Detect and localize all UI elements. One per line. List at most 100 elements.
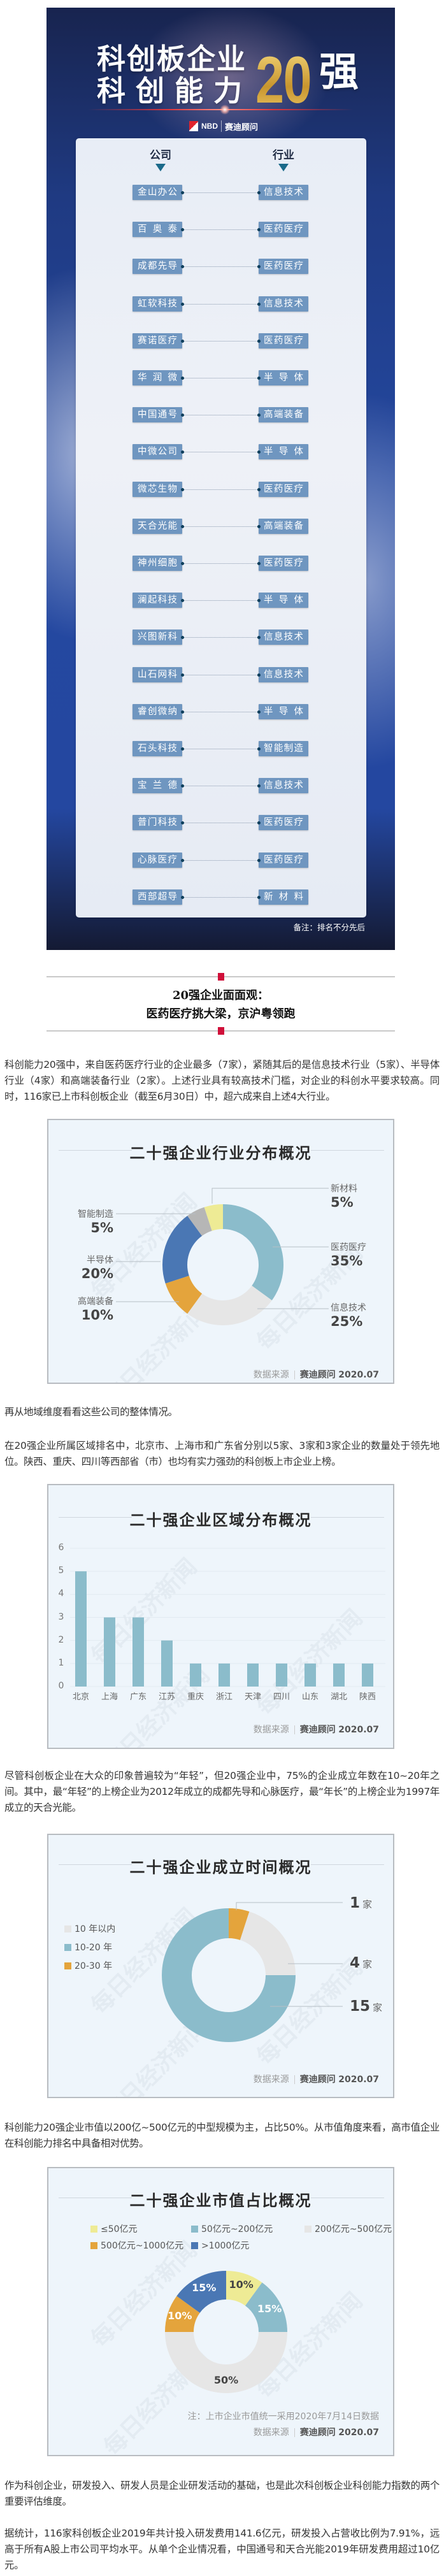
connector-dot xyxy=(257,228,261,232)
paragraph-founding: 尽管科创板企业在大众的印象普遍较为“年轻”，但20强企业中，75%的企业成立年数… xyxy=(4,1770,440,1813)
source-label: 数据来源 xyxy=(253,2428,289,2438)
chart-note: 注：上市企业市值统一采用2020年7月14日数据 xyxy=(187,2412,379,2422)
chart-source: 数据来源 赛迪顾问 2020.07 xyxy=(254,1723,379,1736)
leader-line xyxy=(236,1902,343,1910)
company-row: 百奥泰 医药医疗 xyxy=(76,222,366,238)
connector-line xyxy=(184,229,259,231)
industry-name-box: 新材料 xyxy=(259,889,308,905)
industry-name-box: 高端装备 xyxy=(259,518,308,534)
connector-dot xyxy=(181,710,184,714)
red-square-marker xyxy=(218,1027,224,1035)
chart-source: 数据来源 赛迪顾问 2020.07 xyxy=(254,1368,379,1381)
legend-item: >1000亿元 xyxy=(191,2239,249,2252)
source-date: 2020.07 xyxy=(338,1370,379,1380)
donut-slice xyxy=(245,2282,287,2332)
bar-上海 xyxy=(104,1617,115,1687)
connector-dot xyxy=(257,599,261,603)
industry-name-box: 医药医疗 xyxy=(259,556,308,571)
industry-name-box: 医药医疗 xyxy=(259,333,308,349)
source-date: 2020.07 xyxy=(338,1725,379,1735)
legend-label: 50亿元~200亿元 xyxy=(201,2224,273,2234)
company-row: 心脉医疗 医药医疗 xyxy=(76,852,366,868)
slice-label-name: 半导体 xyxy=(87,1255,113,1265)
connector-dot xyxy=(257,636,261,640)
company-name-box: 宝兰德 xyxy=(132,778,182,794)
count-unit: 家 xyxy=(362,1959,373,1970)
industry-name-box: 半导体 xyxy=(259,593,308,608)
count-unit: 家 xyxy=(362,1899,373,1910)
legend-swatch xyxy=(191,2225,198,2233)
bar-重庆 xyxy=(190,1663,201,1687)
connector-line xyxy=(184,340,259,342)
infographic-poster: 科创板企业 科创能力 20 强 NBD 赛迪顾问 公司 行业 金山办公 信息技术百… xyxy=(47,8,395,950)
market-cap-chart: 二十强企业市值占比概况 注：上市企业市值统一采用2020年7月14日数据 数据来… xyxy=(47,2167,394,2456)
legend-item: 10-20 年 xyxy=(64,1941,112,1954)
connector-dot xyxy=(181,377,184,380)
industry-name-box: 智能制造 xyxy=(259,741,308,756)
connector-dot xyxy=(257,450,261,454)
connector-line xyxy=(184,637,259,638)
paragraph-region-intro: 再从地域维度看看这些公司的整体情况。 xyxy=(4,1406,178,1418)
source-org: 赛迪顾问 xyxy=(299,2428,336,2438)
company-name-box: 虹软科技 xyxy=(132,296,182,312)
company-name-box: 中微公司 xyxy=(132,444,182,460)
poster-footnote: 备注：排名不分先后 xyxy=(293,923,365,932)
bar-湖北 xyxy=(333,1663,345,1687)
title-rule-left xyxy=(59,1150,132,1151)
company-row: 中微公司 半导体 xyxy=(76,444,366,460)
x-tick-label: 山东 xyxy=(301,1692,319,1702)
slice-label-value: 20% xyxy=(81,1266,113,1281)
source-label: 数据来源 xyxy=(253,2075,289,2085)
company-name-box: 天合光能 xyxy=(132,518,182,534)
industry-name-box: 信息技术 xyxy=(259,630,308,645)
x-tick-label: 四川 xyxy=(273,1692,290,1702)
source-date: 2020.07 xyxy=(338,2075,379,2085)
company-row: 澜起科技 半导体 xyxy=(76,593,366,608)
legend-swatch xyxy=(64,1925,71,1932)
x-tick-label: 天津 xyxy=(244,1692,261,1702)
source-date: 2020.07 xyxy=(338,2428,379,2438)
industry-name-box: 信息技术 xyxy=(259,666,308,682)
connector-dot xyxy=(181,339,184,343)
slice-label-value: 10% xyxy=(81,1307,113,1323)
connector-dot xyxy=(257,895,261,899)
connector-dot xyxy=(181,821,184,825)
slice-label-name: 智能制造 xyxy=(78,1209,113,1220)
x-tick-label: 江苏 xyxy=(158,1692,175,1702)
company-name-box: 华润微 xyxy=(132,370,182,385)
company-row: 普门科技 医药医疗 xyxy=(76,815,366,831)
slice-label-name: 医药医疗 xyxy=(331,1242,366,1253)
chart-title: 二十强企业区域分布概况 xyxy=(129,1511,312,1529)
paragraph-market-cap: 科创能力20强企业市值以200亿~500亿元的中型规模为主，占比50%。从市值角… xyxy=(4,2122,440,2149)
industry-name-box: 半导体 xyxy=(259,370,308,385)
legend-item: 500亿元~1000亿元 xyxy=(90,2239,183,2252)
company-name-box: 澜起科技 xyxy=(132,593,182,608)
section-heading-line2: 医药医疗挑大梁，京沪粤领跑 xyxy=(146,1007,296,1021)
chart-source: 数据来源 赛迪顾问 2020.07 xyxy=(254,2426,379,2438)
legend-swatch xyxy=(191,2241,198,2249)
connector-dot xyxy=(181,858,184,862)
connector-line xyxy=(184,303,259,305)
company-row: 金山办公 信息技术 xyxy=(76,185,366,200)
company-row: 中国通号 高端装备 xyxy=(76,407,366,423)
legend-swatch xyxy=(304,2225,312,2233)
slice-count-label: 15 家 xyxy=(350,1998,382,2015)
founding-time-chart: 二十强企业成立时间概况 数据来源 赛迪顾问 2020.07 每日经济新闻 每日经济新… xyxy=(47,1834,394,2098)
poster-title-line1: 科创板企业 xyxy=(97,42,247,76)
y-tick-label: 0 xyxy=(58,1681,64,1691)
company-row: 成都先导 医药医疗 xyxy=(76,259,366,275)
y-tick-label: 3 xyxy=(58,1611,64,1622)
slice-label-value: 25% xyxy=(331,1314,363,1329)
slice-percent-label: 50% xyxy=(213,2373,239,2386)
company-name-box: 微芯生物 xyxy=(132,481,182,497)
source-org: 赛迪顾问 xyxy=(299,1725,336,1735)
company-name-box: 睿创微纳 xyxy=(132,703,182,719)
connector-dot xyxy=(181,673,184,677)
donut-chart-svg xyxy=(162,1902,343,2042)
company-row: 华润微 半导体 xyxy=(76,370,366,385)
company-row: 神州细胞 医药医疗 xyxy=(76,556,366,571)
company-name-box: 金山办公 xyxy=(132,185,182,200)
industry-name-box: 高端装备 xyxy=(259,407,308,423)
connector-dot xyxy=(181,487,184,491)
